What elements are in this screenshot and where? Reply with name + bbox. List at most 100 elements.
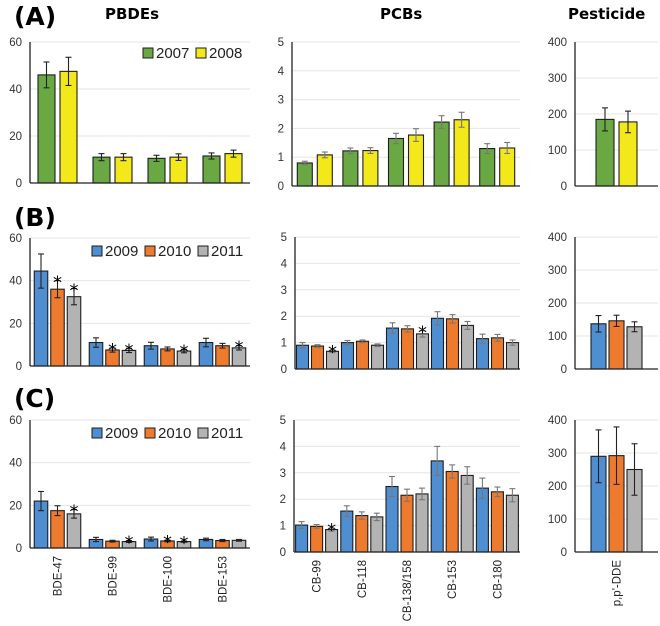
bar-2009-cb-99: [295, 524, 309, 553]
chart-a-pcb: 0 1 2 3 4 5: [278, 37, 520, 193]
y-tick-label: 20: [9, 131, 22, 143]
panel-label-c: (C): [14, 384, 55, 413]
y-tick-label: 4: [278, 66, 285, 78]
bar-2010-cb-118: [355, 340, 370, 370]
y-tick-label: 0: [16, 361, 22, 373]
significance-marker: *: [70, 502, 79, 523]
bar-2008-bde-47: [59, 70, 78, 184]
bar-2007-bde-47: [37, 74, 56, 184]
y-tick-label: 4: [280, 441, 287, 453]
x-tick-label: BDE-100: [163, 556, 175, 603]
bar-2010-bde-47: [50, 510, 65, 549]
bar-2007-cb-118: [342, 150, 359, 187]
legend-label-2009: 2009: [105, 425, 138, 442]
bar-2009-cb-138-158: [385, 327, 400, 370]
bar-2010-bde-153: [215, 345, 230, 367]
x-tick-label: CB-99: [312, 560, 324, 593]
bar-2010-cb-99: [310, 345, 325, 370]
significance-marker: *: [163, 532, 172, 553]
significance-marker: *: [70, 281, 79, 302]
y-tick-label: 0: [280, 547, 286, 559]
bar-2010-bde-47: [50, 288, 65, 367]
y-tick-label: 300: [548, 73, 567, 85]
bar-2010-cb-138-158: [400, 328, 415, 370]
y-tick-label: 60: [9, 233, 22, 245]
bar-2011-bde-47: [66, 296, 82, 367]
legend-label-2007: 2007: [156, 45, 189, 62]
y-tick-label: 2: [281, 311, 287, 323]
bar-2010-cb-180: [490, 337, 505, 370]
bar-2008-cb-118: [362, 150, 379, 187]
bar-2008-bde-100: [169, 156, 188, 184]
bar-2011-cb-118: [370, 516, 384, 553]
bar-2008-bde-153: [224, 153, 243, 184]
chart-a-pest: 0 100 200 300 400: [548, 37, 658, 193]
y-tick-label: 100: [548, 514, 567, 526]
x-tick-label: BDE-47: [53, 556, 65, 596]
significance-marker: *: [125, 340, 134, 361]
y-tick-label: 3: [281, 285, 287, 297]
y-tick-label: 0: [561, 547, 567, 559]
bar-2010-cb-118: [355, 515, 369, 553]
bar-2009-cb-118: [340, 342, 355, 370]
x-tick-label: CB-118: [357, 560, 369, 598]
bar-2010-cb-99: [310, 525, 324, 553]
legend-swatch-2009: [91, 427, 103, 439]
column-title-pesticide: Pesticide: [568, 5, 645, 23]
bar-2010-cb-153: [445, 318, 460, 370]
x-tick-label: BDE-99: [108, 556, 120, 596]
bar-2010-cb-153: [445, 470, 459, 553]
y-tick-label: 0: [16, 543, 22, 555]
legend-label-2010: 2010: [158, 425, 191, 442]
significance-marker: *: [235, 338, 244, 359]
chart-b-pest: 0 100 200 300 400: [548, 232, 658, 376]
x-tick-label: CB-180: [492, 560, 504, 599]
y-tick-label: 5: [280, 415, 286, 427]
y-tick-label: 40: [9, 276, 22, 288]
legend-label-2008: 2008: [209, 45, 242, 62]
chart-a-pbde: 0 20 40 60 2007 2008: [9, 37, 250, 190]
bar-2007-cb-180: [479, 148, 496, 187]
bar-2011-cb-153: [460, 324, 475, 370]
bar-2010-p-p-dde: [608, 320, 625, 370]
y-tick-label: 100: [548, 331, 567, 343]
legend-swatch-2008: [195, 47, 207, 59]
bar-2011-cb-153: [460, 474, 474, 553]
column-title-pbdes: PBDEs: [105, 5, 159, 23]
panel-label-a: (A): [14, 2, 56, 31]
y-tick-label: 1: [280, 521, 286, 533]
bar-2009-cb-118: [340, 510, 354, 553]
legend-label-2009: 2009: [105, 243, 138, 260]
x-tick-label: p,p'-DDE: [612, 560, 624, 607]
bar-2007-bde-153: [202, 155, 221, 184]
significance-marker: *: [125, 533, 134, 554]
bar-2009-cb-99: [295, 344, 310, 370]
y-tick-label: 300: [548, 448, 567, 460]
x-tick-label: CB-153: [447, 560, 459, 599]
legend-label-2011: 2011: [211, 425, 243, 442]
bar-2007-cb-138-158: [387, 137, 405, 187]
y-tick-label: 300: [548, 265, 567, 277]
chart-b-pcb: 0 1 2 3 4 5 * *: [281, 232, 520, 376]
bar-2011-cb-138-158: [415, 493, 429, 553]
significance-marker: *: [327, 520, 336, 541]
panel-label-b: (B): [14, 203, 56, 232]
significance-marker: *: [328, 342, 337, 363]
x-tick-label: CB-138/158: [402, 560, 414, 621]
significance-marker: *: [180, 533, 189, 554]
y-tick-label: 0: [16, 178, 22, 190]
y-tick-label: 0: [278, 181, 284, 193]
bar-2011-cb-180: [505, 494, 519, 553]
y-tick-label: 2: [278, 123, 284, 135]
y-tick-label: 1: [281, 338, 287, 350]
y-tick-label: 40: [9, 84, 22, 96]
y-tick-label: 0: [561, 364, 567, 376]
chart-b-pbde: 0 20 40 60 * * * * * * 2009 2010 2011: [9, 233, 250, 373]
significance-marker: *: [418, 323, 427, 344]
y-tick-label: 3: [280, 468, 286, 480]
bar-2011-cb-118: [370, 344, 385, 370]
legend-swatch-2007: [142, 47, 154, 59]
y-tick-label: 100: [548, 145, 567, 157]
y-tick-label: 20: [9, 500, 22, 512]
